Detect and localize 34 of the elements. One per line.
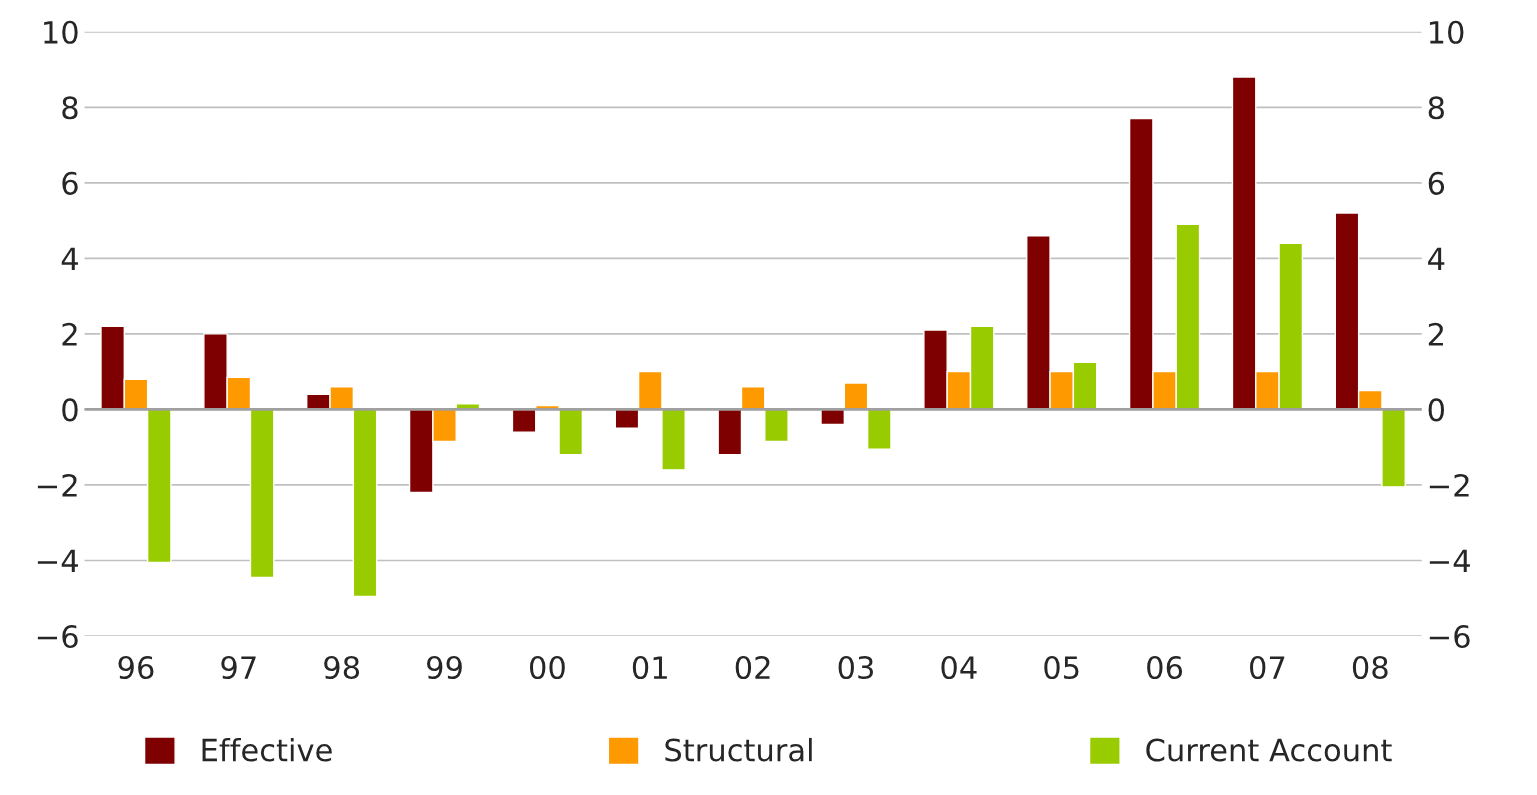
x-tick-label: 03 (838, 655, 873, 680)
x-tick-label: 00 (529, 655, 565, 680)
y-tick-label: 0 (62, 398, 78, 422)
x-tick-label: 02 (735, 655, 770, 680)
y-tick-label: 10 (44, 20, 78, 44)
x-tick-label: 06 (1147, 655, 1183, 680)
x-tick-label: 04 (941, 655, 977, 680)
x-tick-label: 96 (118, 655, 154, 680)
y-tick-label: 4 (61, 247, 78, 270)
legend-label: Effective (202, 737, 332, 762)
y-tick-label: 2 (62, 322, 77, 346)
x-tick-label: 08 (1352, 655, 1388, 680)
legend-label: Structural (665, 737, 812, 762)
y-tick-label: −2 (37, 473, 77, 497)
x-tick-label: 97 (221, 655, 256, 680)
x-tick-label: 01 (632, 655, 667, 680)
legend-label: Current Account (1146, 738, 1392, 762)
x-tick-label: 98 (324, 655, 360, 680)
y2-tick-label: 2 (1428, 322, 1443, 346)
y2-tick-label: 0 (1428, 398, 1444, 422)
y2-tick-label: 10 (1429, 20, 1464, 44)
y-tick-label: −6 (37, 624, 78, 649)
y2-tick-label: −4 (1429, 549, 1470, 573)
y2-tick-label: −2 (1429, 473, 1469, 497)
y-tick-label: 6 (62, 171, 78, 195)
x-tick-label: 99 (427, 655, 462, 680)
x-tick-label: 07 (1250, 655, 1285, 680)
y-tick-label: 8 (62, 96, 78, 120)
y2-tick-label: 8 (1428, 96, 1444, 120)
x-tick-label: 05 (1044, 655, 1079, 680)
y2-tick-label: −6 (1429, 624, 1470, 649)
y2-tick-label: 6 (1428, 171, 1445, 195)
y-tick-label: −4 (37, 549, 78, 573)
y2-tick-label: 4 (1428, 247, 1445, 270)
